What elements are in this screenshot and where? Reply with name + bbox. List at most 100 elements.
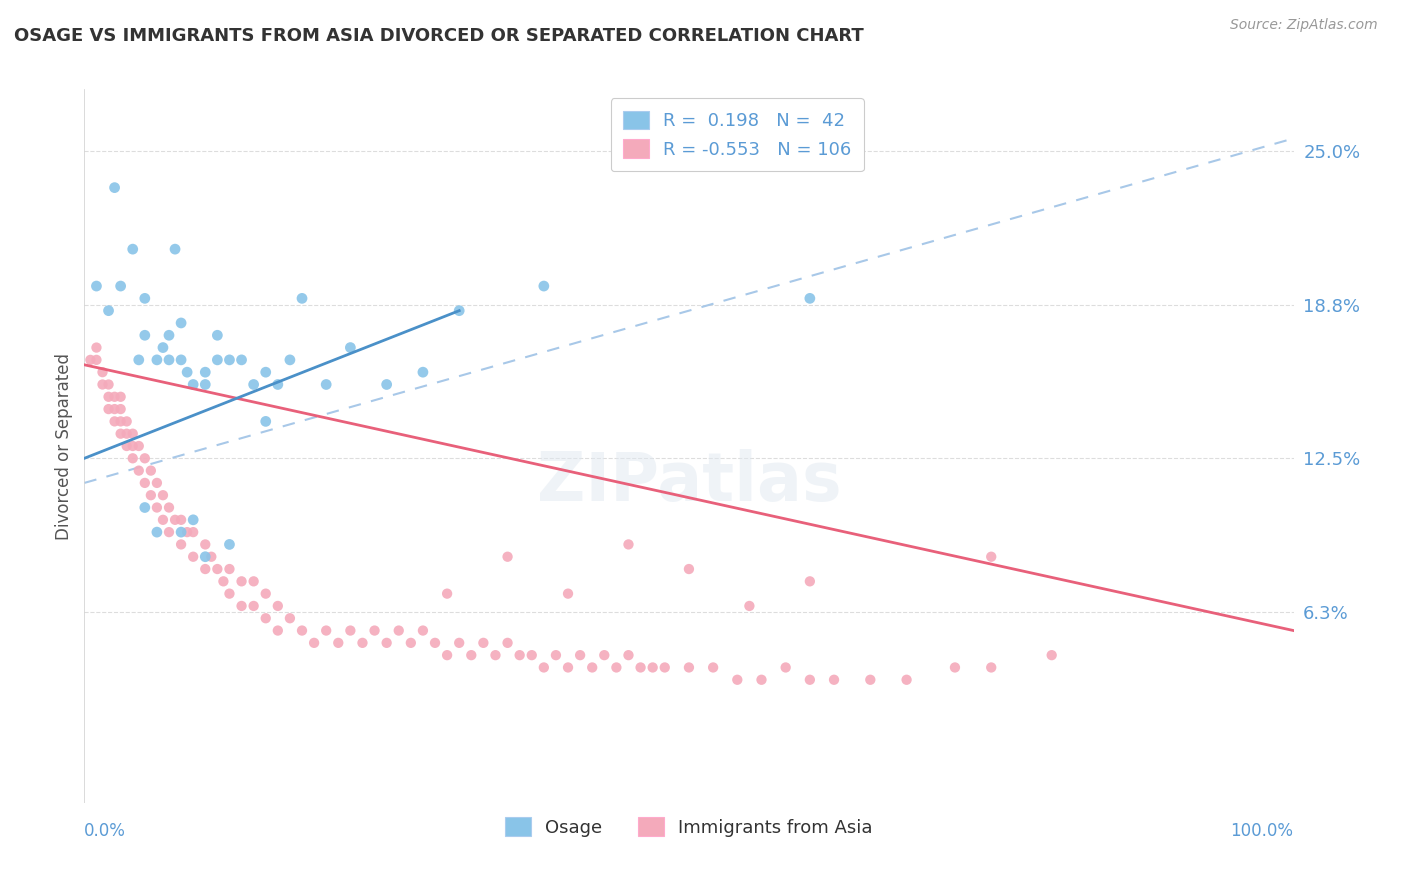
Point (412, 365, 434, 379)
Point (399, 636, 422, 650)
Point (617, 648, 640, 662)
Point (97, 303, 120, 318)
Text: 0.0%: 0.0% (84, 822, 127, 840)
Point (291, 291, 314, 305)
Point (678, 660, 700, 674)
Point (388, 624, 411, 638)
Point (194, 549, 217, 564)
Point (569, 648, 592, 662)
Point (702, 660, 724, 674)
Point (291, 624, 314, 638)
Point (146, 475, 169, 490)
Point (110, 279, 132, 293)
Point (165, 242, 187, 256)
Point (231, 599, 253, 613)
Point (194, 537, 217, 551)
Point (678, 562, 700, 576)
Point (302, 636, 325, 650)
Point (472, 636, 495, 650)
Point (212, 574, 235, 589)
Point (315, 377, 337, 392)
Point (242, 377, 264, 392)
Point (436, 587, 458, 601)
Point (557, 587, 579, 601)
Point (157, 500, 180, 515)
Point (134, 291, 156, 305)
Point (110, 414, 132, 428)
Point (200, 549, 222, 564)
Point (134, 451, 156, 466)
Point (654, 660, 676, 674)
Point (176, 525, 198, 540)
Point (207, 562, 229, 576)
Point (339, 341, 361, 355)
Point (242, 599, 264, 613)
Point (97, 390, 120, 404)
Point (1040, 648, 1063, 662)
Point (121, 451, 143, 466)
Point (520, 648, 543, 662)
Point (79, 352, 101, 367)
Point (231, 352, 253, 367)
Point (254, 587, 277, 601)
Point (509, 648, 531, 662)
Point (533, 660, 555, 674)
Point (170, 316, 193, 330)
Point (460, 648, 482, 662)
Point (181, 513, 204, 527)
Point (207, 328, 229, 343)
Point (115, 414, 138, 428)
Point (91, 365, 114, 379)
Point (165, 513, 187, 527)
Point (617, 537, 640, 551)
Text: OSAGE VS IMMIGRANTS FROM ASIA DIVORCED OR SEPARATED CORRELATION CHART: OSAGE VS IMMIGRANTS FROM ASIA DIVORCED O… (14, 27, 863, 45)
Point (859, 673, 882, 687)
Point (194, 365, 217, 379)
Point (339, 624, 361, 638)
Point (218, 587, 240, 601)
Point (557, 660, 579, 674)
Point (943, 660, 966, 674)
Point (725, 673, 748, 687)
Point (181, 525, 204, 540)
Point (121, 439, 143, 453)
Point (267, 624, 290, 638)
Point (980, 549, 1002, 564)
Point (254, 611, 277, 625)
Point (157, 352, 180, 367)
Point (152, 341, 174, 355)
Point (375, 377, 398, 392)
Point (181, 549, 204, 564)
Point (449, 636, 471, 650)
Point (170, 525, 193, 540)
Point (267, 599, 290, 613)
Point (751, 673, 773, 687)
Text: 100.0%: 100.0% (1230, 822, 1294, 840)
Point (170, 513, 193, 527)
Y-axis label: Divorced or Separated: Divorced or Separated (55, 352, 73, 540)
Point (218, 352, 240, 367)
Point (823, 673, 845, 687)
Point (484, 648, 506, 662)
Point (352, 636, 374, 650)
Point (146, 525, 169, 540)
Point (496, 549, 519, 564)
Point (799, 291, 821, 305)
Point (128, 439, 150, 453)
Point (207, 352, 229, 367)
Text: ZIPatlas: ZIPatlas (537, 449, 841, 515)
Point (115, 426, 138, 441)
Point (242, 574, 264, 589)
Point (363, 624, 385, 638)
Point (254, 414, 277, 428)
Point (128, 464, 150, 478)
Point (157, 525, 180, 540)
Point (194, 562, 217, 576)
Point (86, 341, 108, 355)
Point (181, 377, 204, 392)
Point (278, 352, 301, 367)
Point (176, 365, 198, 379)
Point (738, 599, 761, 613)
Point (496, 636, 519, 650)
Point (110, 402, 132, 417)
